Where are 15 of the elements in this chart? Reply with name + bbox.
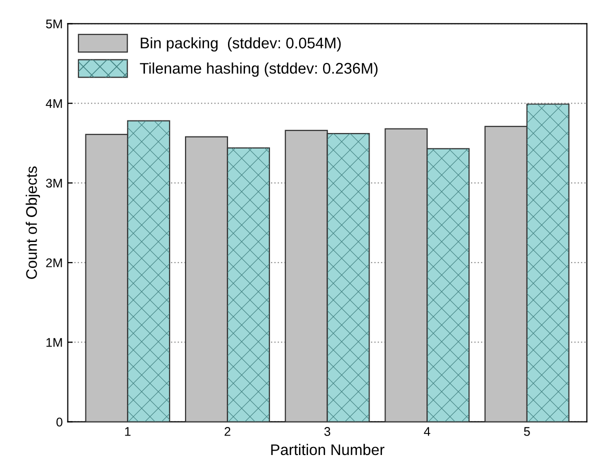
y-tick-label: 3M [46, 178, 62, 188]
x-tick-label: 1 [125, 427, 131, 436]
x-tick-label: 4 [424, 427, 430, 436]
y-tick-label: 2M [46, 258, 62, 268]
y-tick-label: 5M [46, 20, 62, 28]
y-tick-label: 1M [46, 338, 62, 347]
y-tick-label: 0 [56, 418, 62, 427]
x-tick-label: 3 [324, 427, 330, 436]
x-tick-label: 5 [524, 427, 530, 436]
legend-label: Bin packing (stddev: 0.054M) [140, 37, 341, 52]
x-axis-title: Partition Number [271, 444, 384, 456]
y-axis-title: Count of Objects [26, 166, 40, 279]
legend-label: Tilename hashing (stddev: 0.236M) [140, 62, 378, 77]
x-tick-label: 2 [224, 427, 230, 436]
y-tick-label: 4M [46, 99, 62, 108]
